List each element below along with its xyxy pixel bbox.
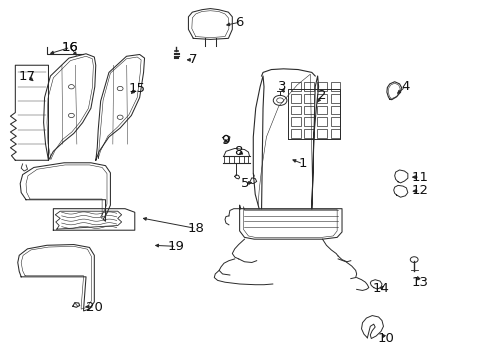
Text: 13: 13 xyxy=(411,276,427,289)
Text: 4: 4 xyxy=(400,80,409,93)
Text: 15: 15 xyxy=(128,82,145,95)
Text: 3: 3 xyxy=(277,80,285,93)
Text: 16: 16 xyxy=(62,41,79,54)
Bar xyxy=(304,117,313,126)
Bar xyxy=(330,117,340,126)
Bar xyxy=(304,94,313,103)
Text: 6: 6 xyxy=(235,16,244,29)
Bar xyxy=(317,105,326,114)
Bar xyxy=(304,82,313,91)
Text: 17: 17 xyxy=(19,69,36,82)
Text: 16: 16 xyxy=(62,41,79,54)
Bar xyxy=(330,94,340,103)
Bar xyxy=(304,105,313,114)
Text: 1: 1 xyxy=(298,157,306,170)
Bar xyxy=(290,129,300,138)
Bar xyxy=(290,105,300,114)
Text: 5: 5 xyxy=(241,177,249,190)
Bar xyxy=(317,117,326,126)
Text: 8: 8 xyxy=(233,145,242,158)
Text: 20: 20 xyxy=(86,301,103,314)
Bar xyxy=(290,94,300,103)
Bar xyxy=(330,82,340,91)
Text: 7: 7 xyxy=(189,53,197,66)
Text: 9: 9 xyxy=(221,134,229,147)
Text: 12: 12 xyxy=(411,184,427,197)
Bar xyxy=(317,94,326,103)
Bar xyxy=(330,129,340,138)
Text: 19: 19 xyxy=(167,240,184,253)
Text: 11: 11 xyxy=(411,171,427,184)
Bar xyxy=(330,105,340,114)
Text: 14: 14 xyxy=(372,282,388,295)
Bar xyxy=(317,82,326,91)
Bar xyxy=(290,117,300,126)
Bar xyxy=(317,129,326,138)
Bar xyxy=(304,129,313,138)
Bar xyxy=(290,82,300,91)
Text: 18: 18 xyxy=(187,222,204,235)
Text: 10: 10 xyxy=(377,332,393,345)
Text: 2: 2 xyxy=(318,89,326,102)
